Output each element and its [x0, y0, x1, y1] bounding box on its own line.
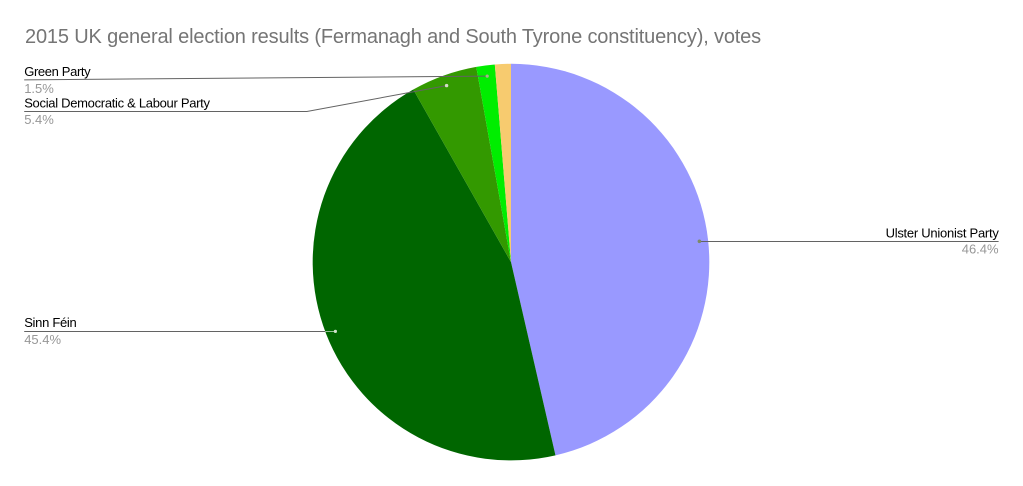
svg-text:Sinn Féin: Sinn Féin	[24, 315, 76, 330]
svg-text:1.5%: 1.5%	[24, 81, 54, 96]
svg-text:2015 UK general election resul: 2015 UK general election results (Ferman…	[25, 26, 761, 48]
svg-text:45.4%: 45.4%	[24, 332, 61, 347]
svg-text:46.4%: 46.4%	[962, 241, 999, 256]
svg-text:Social Democratic & Labour Par: Social Democratic & Labour Party	[24, 95, 210, 110]
svg-text:5.4%: 5.4%	[24, 112, 54, 127]
svg-text:Ulster Unionist Party: Ulster Unionist Party	[886, 225, 1000, 240]
svg-text:Green Party: Green Party	[24, 64, 91, 79]
